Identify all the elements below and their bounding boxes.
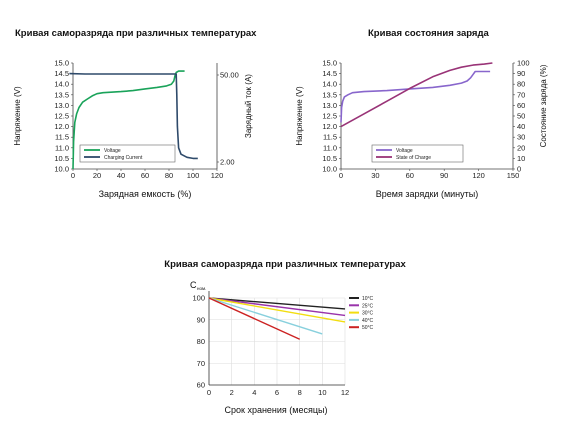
x-tick-label: 120 (472, 171, 485, 180)
chart-title: Кривая состояния заряда (368, 28, 490, 39)
y-tick-label: 70 (197, 359, 205, 368)
y-tick-label: 13.0 (54, 101, 69, 110)
chart-charge-capacity: Кривая саморазряда при различных темпера… (13, 28, 257, 199)
y2-tick-label: 40 (517, 122, 525, 131)
x-axis-label: Срок хранения (месяцы) (225, 405, 328, 415)
x-tick-label: 30 (371, 171, 379, 180)
legend-label: State of Charge (396, 155, 431, 161)
y2-tick-label: 70 (517, 90, 525, 99)
x-tick-label: 20 (93, 171, 101, 180)
x-tick-label: 100 (187, 171, 200, 180)
y-tick-label: 10.5 (322, 154, 337, 163)
series-line-charging-current (69, 72, 198, 160)
x-tick-label: 12 (341, 388, 349, 397)
x-tick-label: 2 (230, 388, 234, 397)
y2-tick-label: 0 (517, 165, 521, 174)
x-tick-label: 150 (507, 171, 520, 180)
legend-label: 30°C (362, 311, 374, 317)
y2-tick-label: 50.00 (220, 71, 239, 80)
y-tick-label: 60 (197, 381, 205, 390)
y2-tick-label: 80 (517, 80, 525, 89)
x-tick-label: 40 (117, 171, 125, 180)
y-tick-label: 11.0 (55, 143, 69, 152)
y-tick-label: 13.5 (54, 90, 69, 99)
y-tick-label: 10.0 (54, 165, 69, 174)
y2-axis-label: Зарядный ток (A) (244, 74, 253, 138)
y-tick-label: 12.5 (54, 112, 69, 121)
x-tick-label: 4 (252, 388, 256, 397)
x-tick-label: 60 (406, 171, 414, 180)
y-axis-label: Напряжение (V) (295, 86, 304, 146)
y2-axis-label: Состояние заряда (%) (539, 64, 548, 147)
series-line-voltage (72, 70, 185, 170)
series-line-30c (208, 297, 346, 323)
y-axis-label: Напряжение (V) (13, 86, 22, 146)
y-tick-label: 13.0 (322, 101, 337, 110)
y2-tick-label: 10 (517, 154, 525, 163)
y2-tick-label: 2.00 (220, 158, 235, 167)
y-tick-label: 90 (197, 315, 205, 324)
x-tick-label: 90 (440, 171, 448, 180)
y-axis-label-subscript: ном. (197, 286, 206, 291)
y-tick-label: 15.0 (322, 59, 337, 68)
series-line-40c (208, 297, 323, 335)
x-tick-label: 10 (318, 388, 326, 397)
legend-label: 40°C (362, 318, 374, 324)
y-tick-label: 13.5 (322, 90, 337, 99)
y-axis-label: C (190, 280, 197, 290)
y-tick-label: 10.0 (322, 165, 337, 174)
y-tick-label: 100 (192, 294, 205, 303)
series-line-25c (208, 297, 346, 317)
y-tick-label: 14.5 (322, 69, 337, 78)
legend-label: Voltage (104, 148, 121, 154)
legend-label: Voltage (396, 148, 413, 154)
y-tick-label: 11.5 (55, 133, 69, 142)
y2-tick-label: 100 (517, 59, 530, 68)
series-line-10c (208, 297, 346, 310)
chart-state-of-charge: Кривая состояния заряда 10.0 10.5 11.011.5 1… (295, 28, 548, 199)
x-tick-label: 8 (298, 388, 302, 397)
y-tick-label: 14.0 (54, 80, 69, 89)
y-tick-label: 12.0 (54, 122, 69, 131)
legend-label: Charging Current (104, 155, 143, 161)
legend-box (79, 144, 176, 163)
x-tick-label: 6 (275, 388, 279, 397)
x-tick-label: 0 (207, 388, 211, 397)
y2-tick-label: 90 (517, 69, 525, 78)
y-tick-label: 11.5 (323, 133, 337, 142)
y-tick-label: 80 (197, 337, 205, 346)
legend-label: 25°C (362, 303, 374, 309)
x-tick-label: 60 (141, 171, 149, 180)
legend-label: 50°C (362, 325, 374, 331)
y2-tick-label: 50 (517, 112, 525, 121)
y-tick-label: 12.5 (322, 112, 337, 121)
x-tick-label: 0 (339, 171, 343, 180)
y-tick-label: 11.0 (323, 143, 337, 152)
chart-title: Кривая саморазряда при различных темпера… (15, 28, 257, 39)
x-tick-label: 80 (165, 171, 173, 180)
x-tick-label: 0 (71, 171, 75, 180)
y-tick-label: 12.0 (322, 122, 337, 131)
legend-label: 10°C (362, 296, 374, 302)
y2-tick-label: 60 (517, 101, 525, 110)
chart-title: Кривая саморазряда при различных темпера… (164, 259, 406, 270)
y-tick-label: 14.0 (322, 80, 337, 89)
y-tick-label: 14.5 (54, 69, 69, 78)
chart-self-discharge: Кривая саморазряда при различных темпера… (164, 259, 406, 415)
y-tick-label: 15.0 (54, 59, 69, 68)
y2-tick-label: 20 (517, 143, 525, 152)
series-line-50c (208, 297, 300, 340)
y-tick-label: 10.5 (54, 154, 69, 163)
series-line-state-of-charge (340, 62, 493, 128)
y2-tick-label: 30 (517, 133, 525, 142)
x-tick-label: 120 (211, 171, 224, 180)
legend-box (371, 144, 464, 163)
x-axis-label: Время зарядки (минуты) (376, 189, 478, 199)
x-axis-label: Зарядная емкость (%) (99, 189, 192, 199)
series-line-voltage (340, 70, 491, 123)
